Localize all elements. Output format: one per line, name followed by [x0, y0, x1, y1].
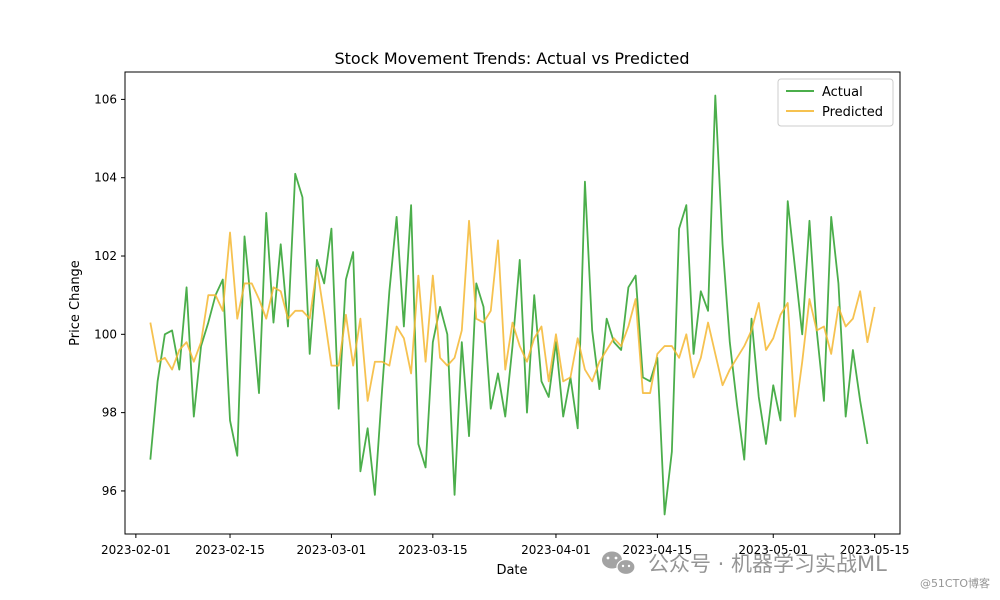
y-tick-label: 106 — [94, 92, 117, 106]
wechat-icon — [602, 551, 636, 576]
x-tick-label: 2023-03-01 — [297, 543, 367, 557]
y-tick-label: 100 — [94, 327, 117, 341]
series-lines — [149, 94, 876, 516]
x-tick-label: 2023-03-15 — [398, 543, 468, 557]
y-axis: 96 98 100 102 104 106 — [94, 92, 125, 498]
legend-label-actual: Actual — [822, 85, 863, 100]
y-tick-label: 102 — [94, 249, 117, 263]
x-tick-label: 2023-02-15 — [195, 543, 265, 557]
series-line-actual — [149, 94, 869, 516]
y-tick-label: 96 — [102, 484, 117, 498]
y-tick-label: 104 — [94, 171, 117, 185]
x-tick-label: 2023-02-01 — [101, 543, 171, 557]
legend: Actual Predicted — [777, 78, 894, 127]
plot-frame — [124, 71, 901, 535]
series-line-predicted — [149, 219, 876, 418]
watermark-subtext: @51CTO博客 — [920, 576, 990, 590]
x-tick-label: 2023-05-15 — [840, 543, 910, 557]
x-tick-label: 2023-05-01 — [738, 543, 808, 557]
y-axis-label: Price Change — [68, 260, 83, 346]
x-axis: 2023-02-01 2023-02-15 2023-03-01 2023-03-15… — [101, 534, 910, 557]
x-tick-label: 2023-04-15 — [622, 543, 692, 557]
watermark-text: 公众号 · 机器学习实战ML — [648, 552, 887, 576]
chart-title: Stock Movement Trends: Actual vs Predict… — [334, 49, 689, 68]
watermark: 公众号 · 机器学习实战ML @51CTO博客 — [602, 551, 990, 590]
legend-label-predicted: Predicted — [822, 105, 883, 120]
x-axis-label: Date — [496, 563, 527, 578]
x-tick-label: 2023-04-01 — [521, 543, 591, 557]
y-tick-label: 98 — [102, 406, 117, 420]
